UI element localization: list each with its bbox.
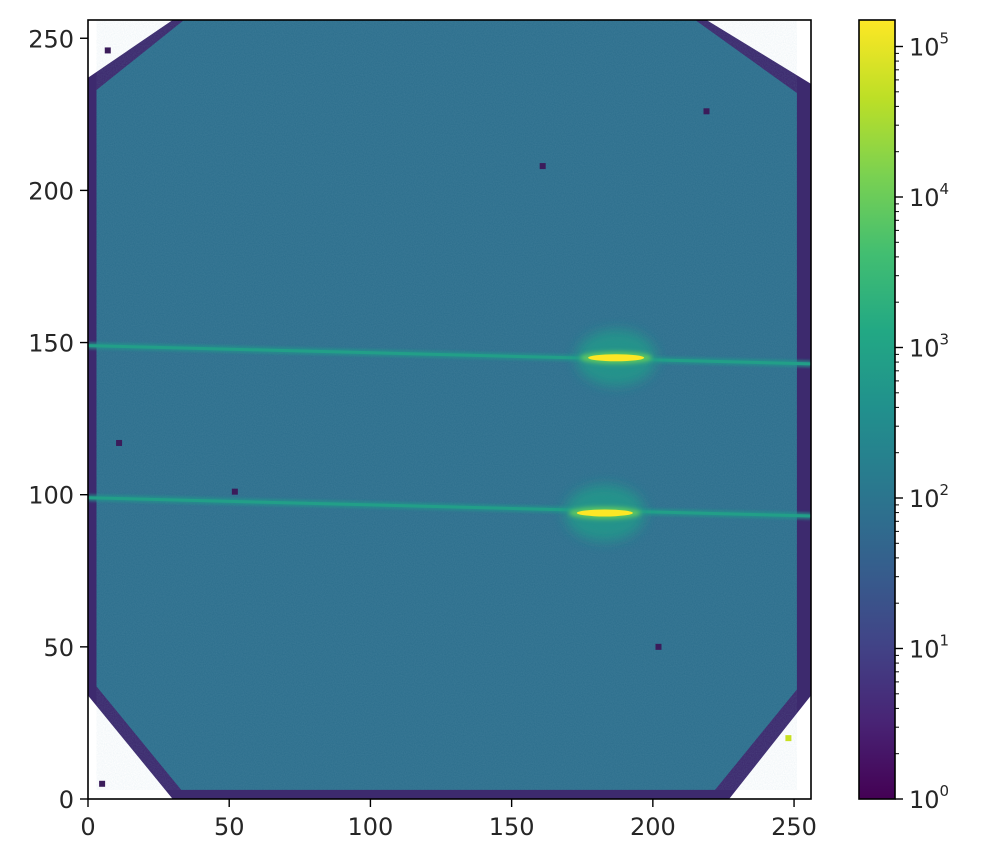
peaks-layer <box>564 329 657 541</box>
y-tick-label: 50 <box>43 634 74 662</box>
colorbar-tick-label: 103 <box>909 331 949 363</box>
y-axis: 0 50 100 150 200 250 <box>28 25 88 814</box>
colorbar-tick-label: 102 <box>909 481 949 513</box>
hot-pixel-2 <box>539 163 546 170</box>
colorbar-tick-label: 100 <box>909 782 949 814</box>
y-tick-label: 100 <box>28 482 74 510</box>
axes-frame <box>87 19 812 800</box>
plot-area <box>88 20 811 799</box>
colorbar-tick-label: 105 <box>909 30 949 62</box>
hot-pixels-layer <box>99 47 792 787</box>
colorbar <box>859 20 895 799</box>
colorbar-tick-label: 104 <box>909 180 949 212</box>
x-tick-label: 150 <box>489 813 535 841</box>
hot-pixel-4 <box>231 488 238 495</box>
x-axis: 0 50 100 150 200 250 <box>80 799 817 841</box>
y-tick-label: 250 <box>28 25 74 53</box>
hot-pixel-5 <box>655 643 662 650</box>
x-tick-label: 200 <box>630 813 676 841</box>
detector-noise <box>96 20 797 790</box>
hot-pixel-1 <box>703 108 710 115</box>
peak-core-1 <box>576 509 633 517</box>
x-tick-label: 50 <box>214 813 245 841</box>
colorbar-ticks: 100 101 102 103 104 105 <box>895 30 949 814</box>
streaks-layer <box>88 342 811 520</box>
streak-1 <box>88 496 811 518</box>
hot-pixel-7 <box>785 735 792 742</box>
hot-pixel-3 <box>116 439 123 446</box>
y-tick-label: 200 <box>28 177 74 205</box>
y-tick-label: 0 <box>59 786 74 814</box>
x-tick-label: 100 <box>348 813 394 841</box>
colorbar-tick-label: 101 <box>909 632 949 664</box>
x-tick-label: 0 <box>80 813 95 841</box>
peak-core-0 <box>588 354 645 362</box>
x-tick-label: 250 <box>771 813 817 841</box>
colorbar-frame <box>858 19 896 800</box>
streak-0 <box>88 344 811 366</box>
hot-pixel-0 <box>104 47 111 54</box>
hot-pixel-6 <box>99 780 106 787</box>
y-tick-label: 150 <box>28 330 74 358</box>
